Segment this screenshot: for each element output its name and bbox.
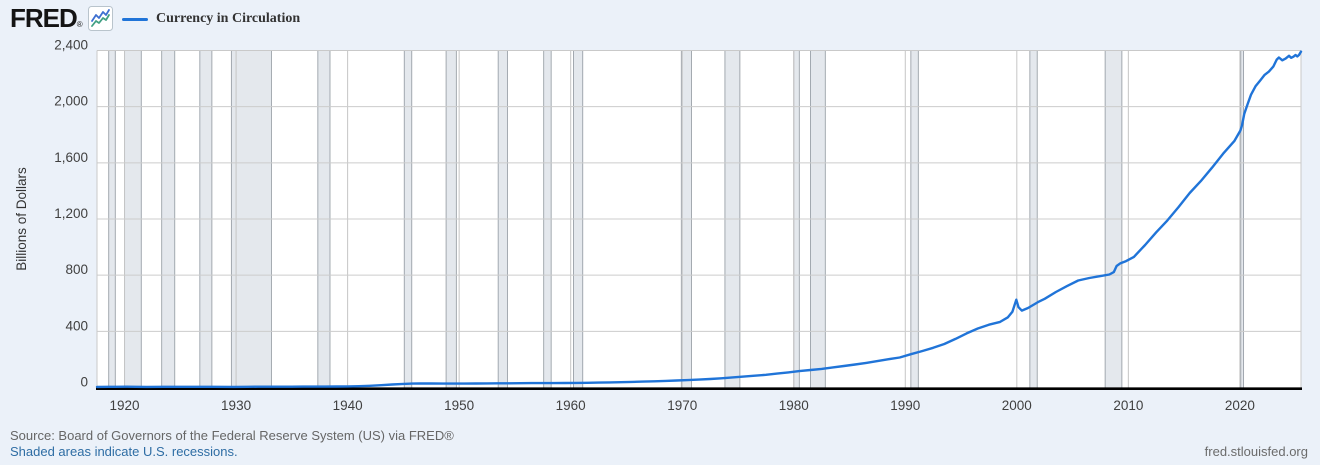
y-tick-label: 1,600 <box>54 150 88 165</box>
legend-line-swatch <box>122 17 148 21</box>
source-text: Source: Board of Governors of the Federa… <box>10 428 454 443</box>
x-tick-label: 1940 <box>333 398 363 413</box>
fred-logo-text: FRED <box>10 3 78 33</box>
y-tick-label: 0 <box>80 375 88 390</box>
recession-note-link[interactable]: Shaded areas indicate U.S. recessions. <box>10 444 238 459</box>
x-tick-label: 1990 <box>890 398 920 413</box>
y-tick-label: 2,000 <box>54 94 88 109</box>
x-tick-label: 1950 <box>444 398 474 413</box>
x-tick-label: 1980 <box>779 398 809 413</box>
x-tick-label: 1960 <box>556 398 586 413</box>
site-url: fred.stlouisfed.org <box>1204 444 1308 459</box>
x-tick-label: 2010 <box>1113 398 1143 413</box>
x-tick-label: 1920 <box>110 398 140 413</box>
y-tick-label: 800 <box>65 262 88 277</box>
legend-label: Currency in Circulation <box>156 11 301 26</box>
x-tick-label: 2020 <box>1225 398 1255 413</box>
y-axis-title: Billions of Dollars <box>14 167 29 271</box>
x-tick-label: 2000 <box>1002 398 1032 413</box>
sparkline-icon <box>88 6 113 31</box>
fred-logo[interactable]: FRED® <box>10 4 83 39</box>
y-tick-label: 2,400 <box>54 38 88 53</box>
legend: Currency in Circulation <box>122 11 300 27</box>
y-tick-label: 400 <box>65 318 88 333</box>
x-tick-label: 1970 <box>667 398 697 413</box>
series-line <box>95 50 1303 389</box>
registered-mark: ® <box>76 20 83 29</box>
y-tick-label: 1,200 <box>54 206 88 221</box>
x-tick-label: 1930 <box>221 398 251 413</box>
